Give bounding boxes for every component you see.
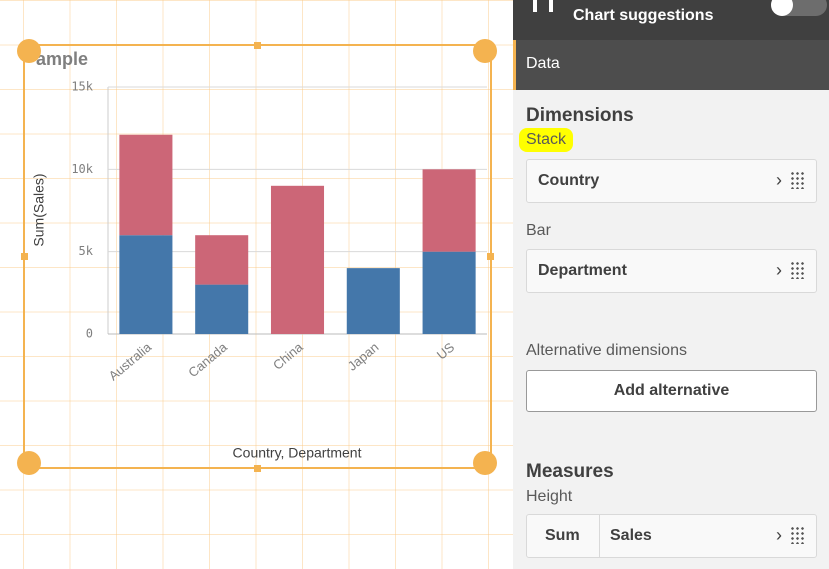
y-axis-label: Sum(Sales) — [31, 173, 47, 246]
bar-segment — [195, 235, 249, 285]
resize-handle[interactable] — [17, 39, 41, 63]
aggregation: Sum — [545, 527, 580, 544]
dimension-item[interactable]: Department › — [526, 249, 817, 293]
x-tick-label: Japan — [345, 339, 382, 373]
toggle-knob — [771, 0, 793, 16]
x-axis-label: Country, Department — [233, 445, 362, 461]
x-tick-label: Canada — [185, 339, 230, 380]
bar-segment — [195, 284, 249, 334]
dimension-item[interactable]: Country › — [526, 159, 817, 203]
bar-segment — [422, 251, 476, 334]
section-title: Dimensions — [526, 105, 634, 126]
bar-segment — [346, 268, 400, 334]
resize-handle[interactable] — [487, 253, 494, 260]
field-label: Stack — [519, 128, 574, 152]
measure-item[interactable]: Sum Sales › — [526, 514, 817, 558]
field-label: Height — [526, 488, 573, 505]
chevron: › — [776, 170, 782, 190]
resize-handle[interactable] — [473, 451, 497, 475]
data-tab[interactable]: Data — [513, 40, 829, 90]
drag-handle[interactable] — [790, 171, 804, 189]
properties-panel: Chart suggestions Data Dimensions Stack … — [513, 0, 829, 569]
bar-segment — [119, 235, 173, 334]
chevron: › — [776, 525, 782, 545]
toggle[interactable] — [771, 0, 827, 16]
x-tick-label: China — [270, 339, 306, 373]
add-alternative-button[interactable]: Add alternative — [526, 370, 817, 412]
bar-segment — [422, 169, 476, 252]
field-name: Country — [538, 172, 600, 189]
resize-handle[interactable] — [254, 465, 261, 472]
drag-handle[interactable] — [790, 261, 804, 279]
x-tick-label: US — [434, 339, 458, 362]
resize-handle[interactable] — [254, 42, 261, 49]
bar-segment — [270, 185, 325, 334]
y-tick-label: 10k — [71, 162, 93, 176]
field-label: Alternative dimensions — [526, 342, 687, 359]
field-name: Department — [538, 262, 627, 279]
chart-icon — [533, 0, 553, 12]
section-title: Measures — [526, 461, 614, 482]
header-title: Chart suggestions — [573, 7, 714, 24]
field-label: Bar — [526, 222, 551, 239]
resize-handle[interactable] — [473, 39, 497, 63]
y-tick-label: 5k — [79, 244, 94, 258]
chevron: › — [776, 260, 782, 280]
resize-handle[interactable] — [17, 451, 41, 475]
y-tick-label: 15k — [71, 80, 93, 94]
drag-handle[interactable] — [790, 526, 804, 544]
chart-title: ample — [36, 49, 88, 69]
x-tick-label: Australia — [106, 339, 155, 383]
divider — [599, 515, 600, 557]
handles[interactable] — [17, 39, 497, 475]
panel-header: Chart suggestions — [513, 0, 829, 40]
tab-label: Data — [526, 55, 560, 72]
y-tick-label: 0 — [86, 327, 93, 341]
field-name: Sales — [610, 527, 652, 544]
resize-handle[interactable] — [21, 253, 28, 260]
bar-segment — [119, 134, 173, 236]
selection-frame — [23, 44, 492, 469]
chart: ample Country, Department Sum(Sales) 0 5k… — [17, 39, 497, 475]
